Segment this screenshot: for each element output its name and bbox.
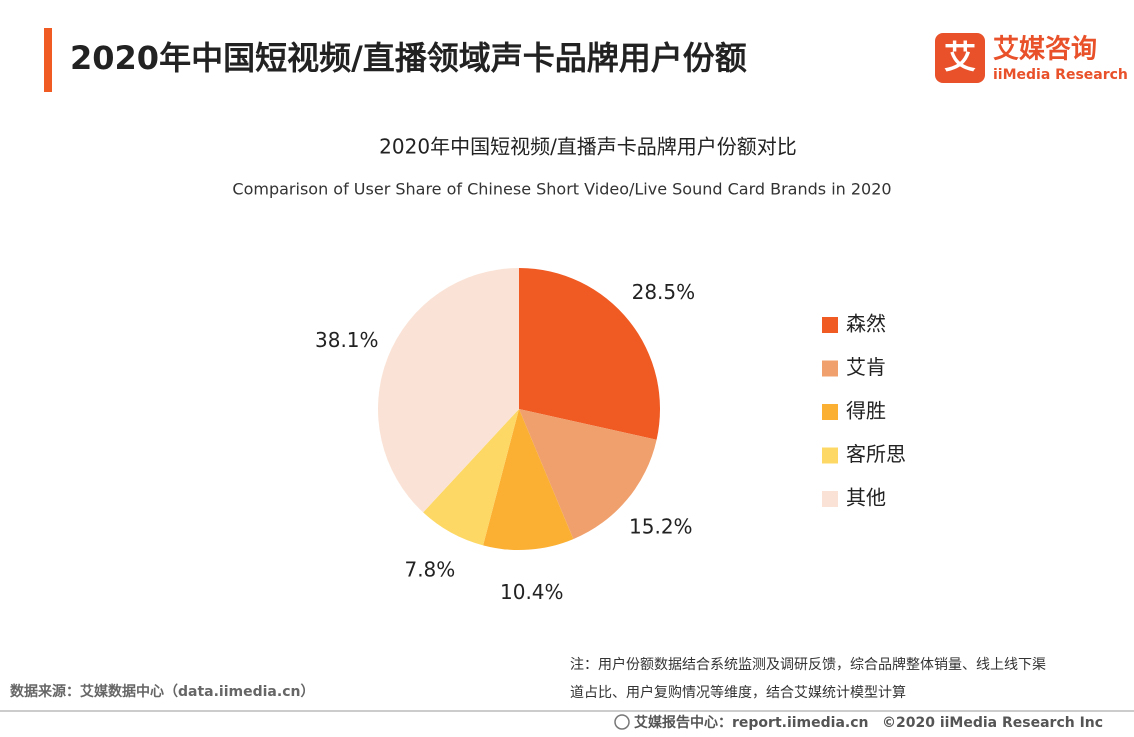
pie-slice	[519, 268, 660, 440]
logo-english: iiMedia Research	[993, 67, 1128, 83]
pie-slice	[519, 409, 657, 540]
page-title: 2020年中国短视频/直播领域声卡品牌用户份额	[70, 39, 747, 77]
pie-slice	[423, 409, 519, 546]
pie-slice	[378, 268, 519, 513]
legend-swatch	[822, 317, 838, 333]
data-label: 10.4%	[500, 580, 564, 604]
legend-label: 客所思	[846, 442, 906, 466]
footer-icon	[614, 714, 630, 730]
data-label: 28.5%	[632, 280, 696, 304]
legend-label: 森然	[846, 312, 886, 336]
pie-slice	[483, 409, 574, 550]
data-label: 7.8%	[404, 558, 455, 582]
title-accent	[44, 28, 52, 92]
legend-swatch	[822, 404, 838, 420]
note-line: 道占比、用户复购情况等维度，结合艾媒统计模型计算	[570, 684, 906, 701]
logo-name: 艾媒咨询	[993, 34, 1097, 65]
legend-swatch	[822, 360, 838, 377]
chart-subtitle: Comparison of User Share of Chinese Shor…	[232, 180, 891, 199]
legend-label: 得胜	[846, 399, 886, 423]
legend-swatch	[822, 491, 838, 507]
legend-label: 其他	[846, 486, 886, 510]
footer-link: 艾媒报告中心：report.iimedia.cn	[634, 714, 869, 731]
data-label: 15.2%	[629, 514, 693, 538]
logo-glyph: 艾	[944, 38, 976, 76]
legend-swatch	[822, 447, 838, 464]
legend-label: 艾肯	[846, 355, 886, 379]
chart-title: 2020年中国短视频/直播声卡品牌用户份额对比	[379, 135, 797, 159]
footer-copyright: ©2020 iiMedia Research Inc	[882, 715, 1103, 731]
note-line: 注：用户份额数据结合系统监测及调研反馈，综合品牌整体销量、线上线下渠	[570, 656, 1046, 673]
data-label: 38.1%	[315, 328, 379, 352]
logo-icon	[935, 33, 985, 83]
source: 数据来源：艾媒数据中心（data.iimedia.cn）	[10, 683, 314, 700]
